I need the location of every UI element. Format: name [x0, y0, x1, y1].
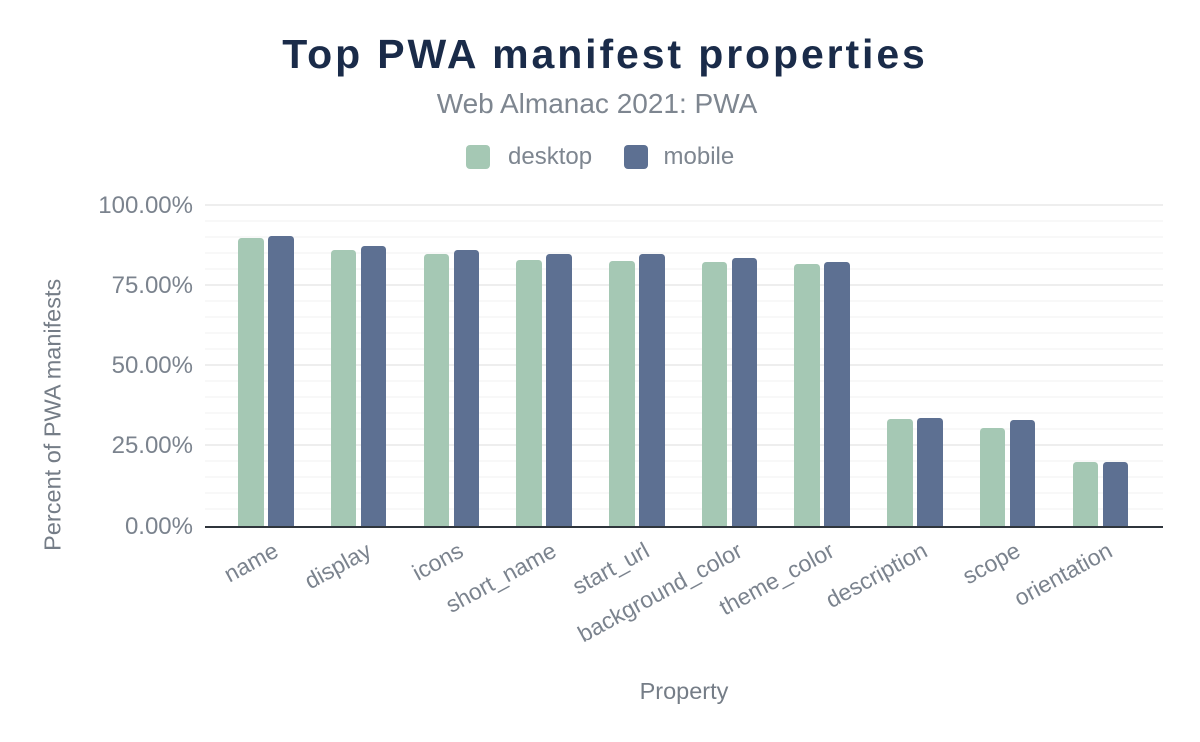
minor-gridline-85 [205, 251, 1163, 254]
legend-label-mobile[interactable]: mobile [663, 143, 735, 170]
bar-mobile-short_name[interactable] [546, 253, 572, 527]
y-tick-label-25: 25.00% [111, 432, 193, 460]
y-tick-label-75: 75.00% [111, 271, 193, 299]
minor-gridline-15 [205, 476, 1163, 479]
bar-mobile-name[interactable] [268, 235, 294, 527]
minor-gridline-5 [205, 508, 1163, 511]
bar-desktop-scope[interactable] [979, 428, 1006, 527]
legend-swatch-mobile[interactable] [623, 145, 648, 169]
bar-mobile-theme_color[interactable] [824, 261, 850, 527]
chart-subtitle: Web Almanac 2021: PWA [436, 88, 758, 119]
bar-desktop-background_color[interactable] [701, 262, 728, 527]
bar-mobile-scope[interactable] [1009, 419, 1036, 527]
bar-desktop-theme_color[interactable] [794, 263, 820, 527]
minor-gridline-30 [205, 428, 1163, 431]
minor-gridline-70 [205, 299, 1163, 302]
minor-gridline-40 [205, 396, 1163, 399]
minor-gridline-20 [205, 460, 1163, 463]
major-gridline-50 [205, 364, 1163, 366]
minor-gridline-65 [205, 315, 1163, 318]
x-axis-line [205, 525, 1163, 528]
minor-gridline-45 [205, 380, 1163, 383]
y-tick-label-50: 50.00% [111, 352, 193, 379]
bar-desktop-description[interactable] [887, 418, 913, 527]
bar-mobile-display[interactable] [360, 246, 387, 527]
minor-gridline-35 [205, 412, 1163, 415]
minor-gridline-10 [205, 492, 1163, 495]
bar-mobile-icons[interactable] [453, 250, 480, 527]
y-tick-label-0: 0.00% [124, 512, 193, 540]
bar-mobile-description[interactable] [917, 417, 943, 527]
bar-desktop-start_url[interactable] [609, 260, 635, 527]
minor-gridline-60 [205, 331, 1163, 334]
x-axis-title: Property [639, 678, 729, 704]
legend-swatch-desktop[interactable] [466, 145, 490, 169]
bar-mobile-start_url[interactable] [639, 253, 665, 527]
bar-desktop-short_name[interactable] [516, 260, 542, 527]
minor-gridline-90 [205, 235, 1163, 238]
bar-desktop-display[interactable] [330, 250, 357, 527]
bar-mobile-background_color[interactable] [731, 258, 758, 527]
major-gridline-75 [205, 283, 1163, 286]
bar-desktop-orientation[interactable] [1072, 461, 1099, 527]
legend-label-desktop[interactable]: desktop [508, 143, 593, 170]
bar-mobile-orientation[interactable] [1102, 461, 1129, 527]
bar-desktop-icons[interactable] [423, 254, 450, 527]
major-gridline-100 [205, 203, 1163, 206]
bar-desktop-name[interactable] [238, 238, 264, 527]
chart-title: Top PWA manifest properties [282, 31, 928, 77]
minor-gridline-55 [205, 347, 1163, 350]
minor-gridline-80 [205, 267, 1163, 270]
y-tick-label-100: 100.00% [98, 191, 193, 219]
major-gridline-25 [205, 444, 1163, 447]
minor-gridline-95 [205, 219, 1163, 222]
